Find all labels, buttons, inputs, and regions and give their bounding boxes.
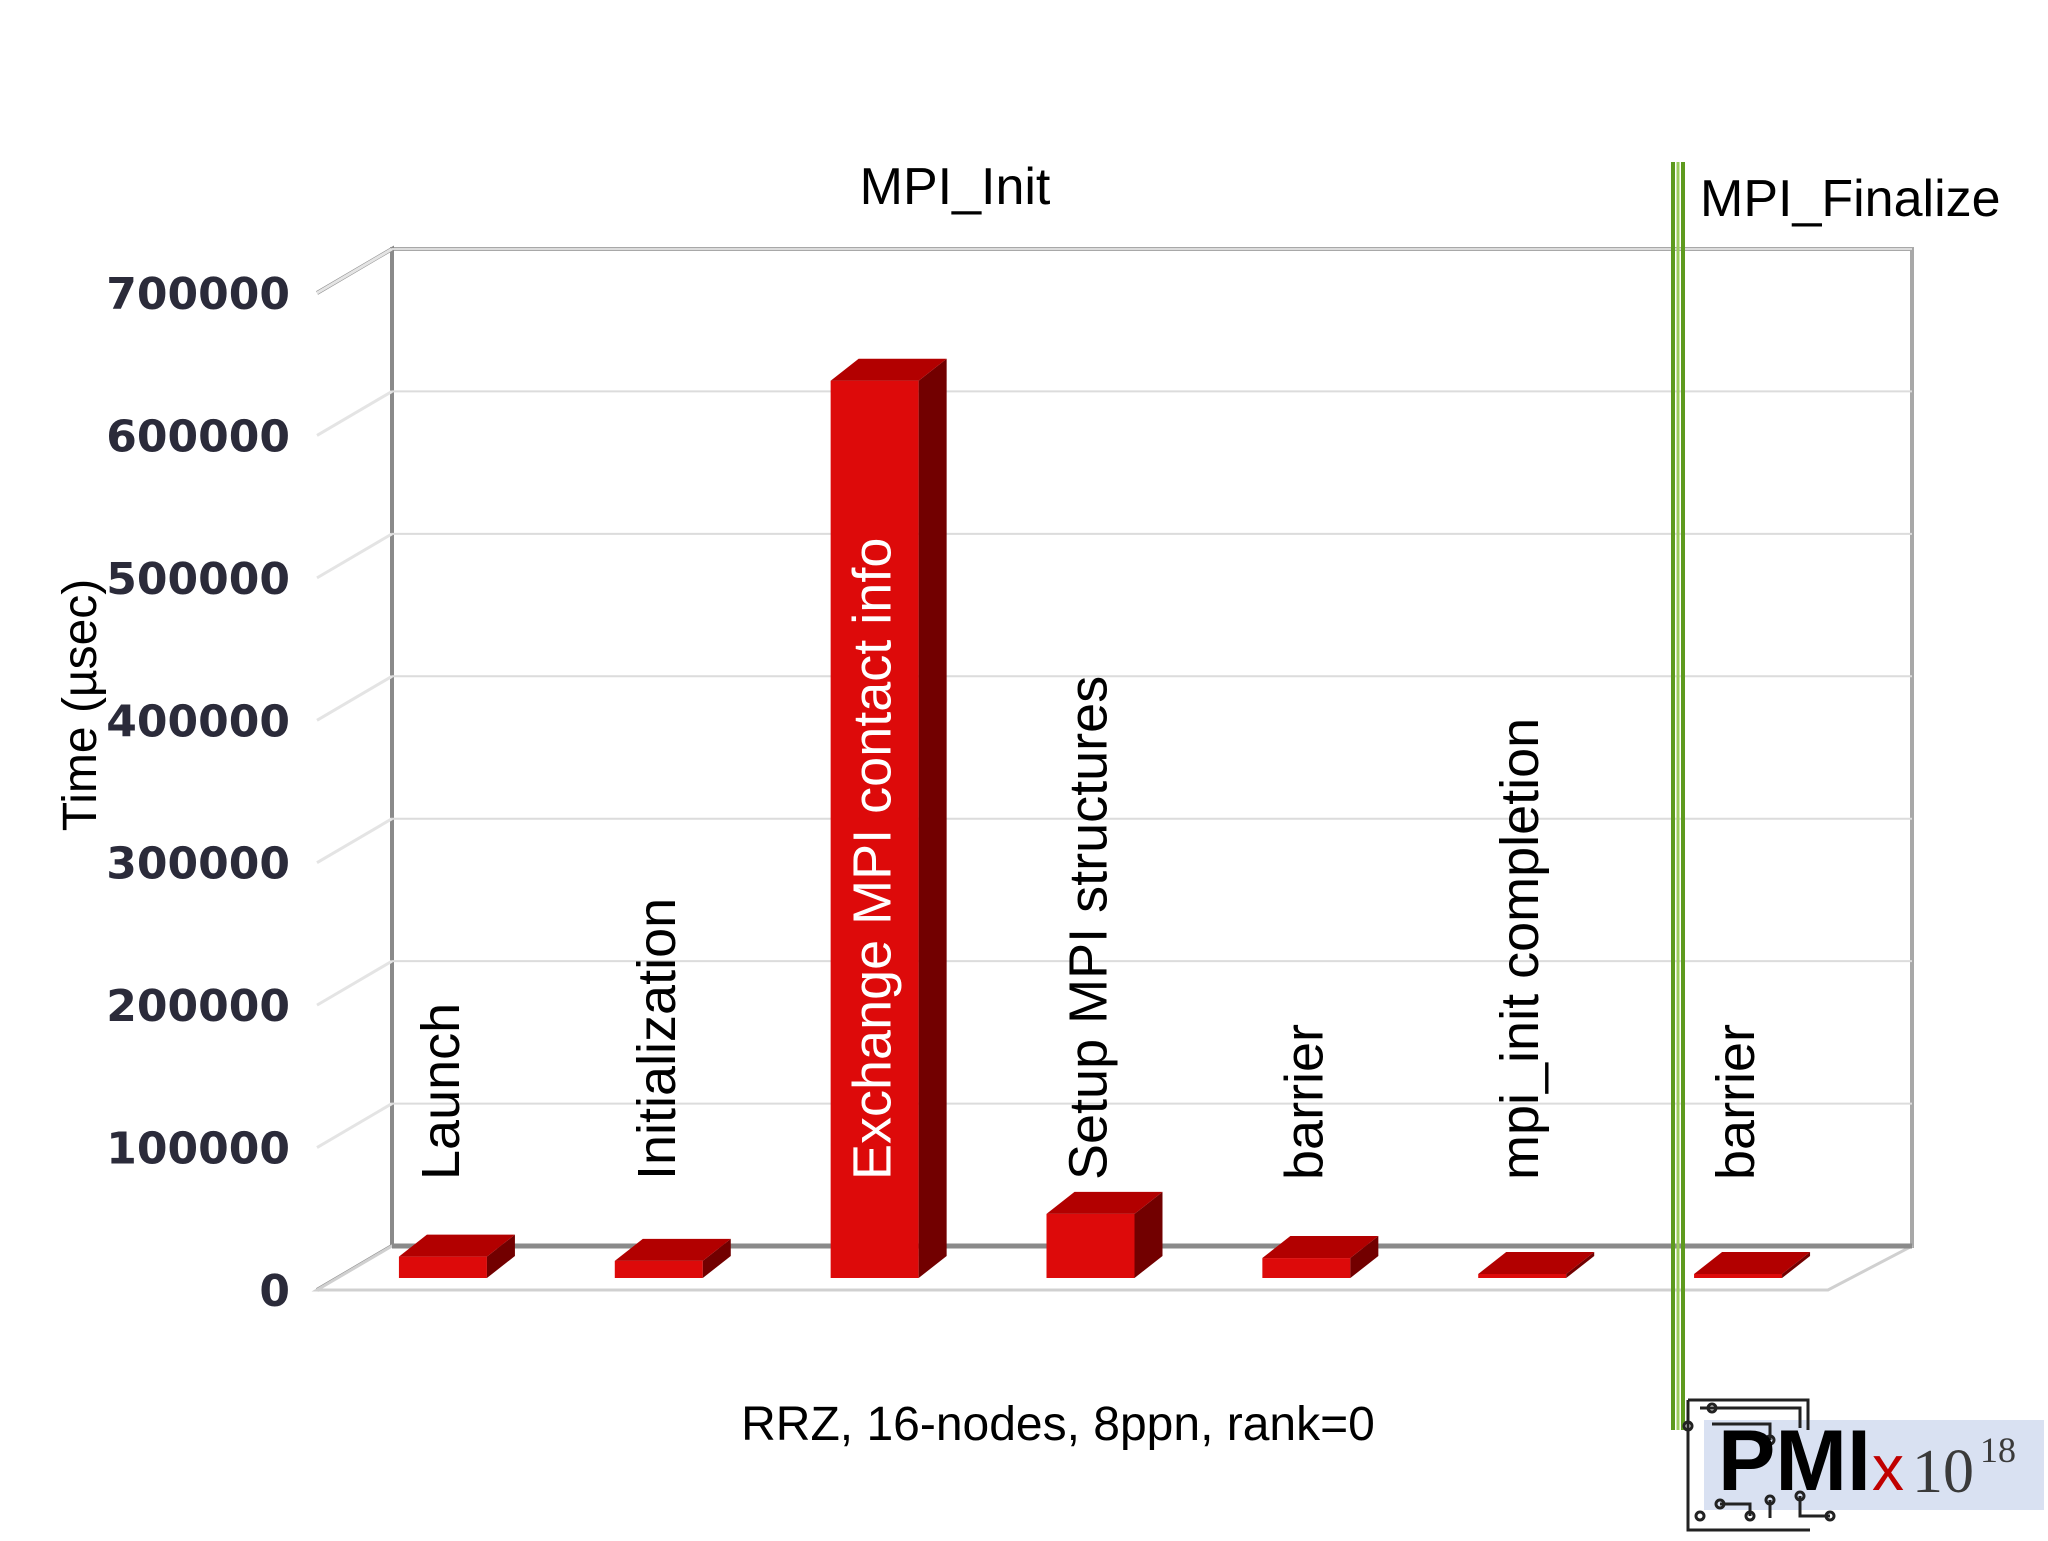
bar-top: [1046, 1191, 1163, 1214]
category-label: Setup MPI structures: [1059, 676, 1119, 1180]
category-label: Launch: [411, 1003, 471, 1180]
y-tick-label: 200000: [106, 981, 290, 1032]
gridline-side: [316, 532, 393, 580]
bar-top: [614, 1238, 731, 1261]
bar-front: [1478, 1274, 1567, 1278]
y-tick-label: 600000: [106, 411, 290, 462]
bar-front: [398, 1256, 487, 1278]
bar-top: [830, 358, 947, 381]
x-axis-caption: RRZ, 16-nodes, 8ppn, rank=0: [741, 1398, 1375, 1451]
gridline-side: [316, 1102, 393, 1149]
category-label: mpi_init completion: [1490, 718, 1550, 1180]
bar: [1262, 1236, 1379, 1278]
bar-front: [1262, 1258, 1351, 1278]
bar-top: [1262, 1236, 1379, 1259]
gridline-side: [316, 674, 393, 722]
bar-side: [918, 358, 947, 1278]
bar-top: [1694, 1252, 1811, 1274]
bar-side: [1350, 1236, 1379, 1278]
y-tick-label: 400000: [106, 696, 290, 747]
bar: [1694, 1252, 1811, 1278]
y-tick-label: 0: [259, 1266, 290, 1317]
back-wall: [390, 247, 1914, 1248]
logo-exponent-base: 10: [1912, 1438, 1974, 1506]
gridline-side: [316, 817, 393, 865]
bar-side: [1134, 1191, 1163, 1278]
section-label-mpi-finalize: MPI_Finalize: [1700, 170, 2001, 228]
gridline-side: [316, 390, 393, 437]
bar: [1046, 1191, 1163, 1278]
logo-exponent-power: 18: [1980, 1430, 2016, 1470]
bar: [614, 1238, 731, 1278]
bar-top: [1478, 1252, 1595, 1274]
bar-front: [830, 380, 919, 1278]
bar-front: [1046, 1213, 1135, 1278]
bar: [1478, 1252, 1595, 1278]
y-axis-label: Time (µsec): [54, 579, 107, 832]
grid-lines: [316, 247, 1912, 1149]
gridline-side: [316, 247, 393, 295]
left-wall: [315, 245, 394, 1292]
bar-side: [1566, 1252, 1595, 1278]
y-tick-label: 300000: [106, 839, 290, 890]
logo-background: [1704, 1420, 2044, 1510]
bar-front: [1694, 1274, 1783, 1278]
y-tick-label: 500000: [106, 554, 290, 605]
bar-side: [486, 1234, 515, 1278]
pmix-logo: PMI x 10 18: [1682, 1398, 2044, 1532]
category-label: Exchange MPI contact info: [843, 538, 903, 1180]
category-label: Initialization: [627, 898, 687, 1180]
y-tick-label: 700000: [106, 269, 290, 320]
y-axis-ticks: 0 100000 200000 300000 400000 500000 600000 700…: [106, 269, 290, 1317]
logo-x: x: [1872, 1432, 1904, 1504]
bars: [398, 358, 1811, 1278]
gridline-side: [316, 959, 393, 1007]
bar-side: [1782, 1252, 1811, 1278]
category-label: barrier: [1274, 1024, 1334, 1180]
bar-front: [614, 1260, 703, 1278]
category-labels: Launch Initialization Exchange MPI contact…: [411, 538, 1766, 1180]
section-separator: [1671, 162, 1685, 1430]
section-label-mpi-init: MPI_Init: [860, 158, 1051, 216]
bar-top: [398, 1234, 515, 1257]
bar: [830, 358, 947, 1278]
y-tick-label: 100000: [106, 1124, 290, 1175]
bar-side: [702, 1238, 731, 1278]
category-label: barrier: [1706, 1024, 1766, 1180]
logo-pmi: PMI: [1718, 1413, 1871, 1509]
circuit-icon: [1682, 1398, 1836, 1532]
bar: [398, 1234, 515, 1278]
